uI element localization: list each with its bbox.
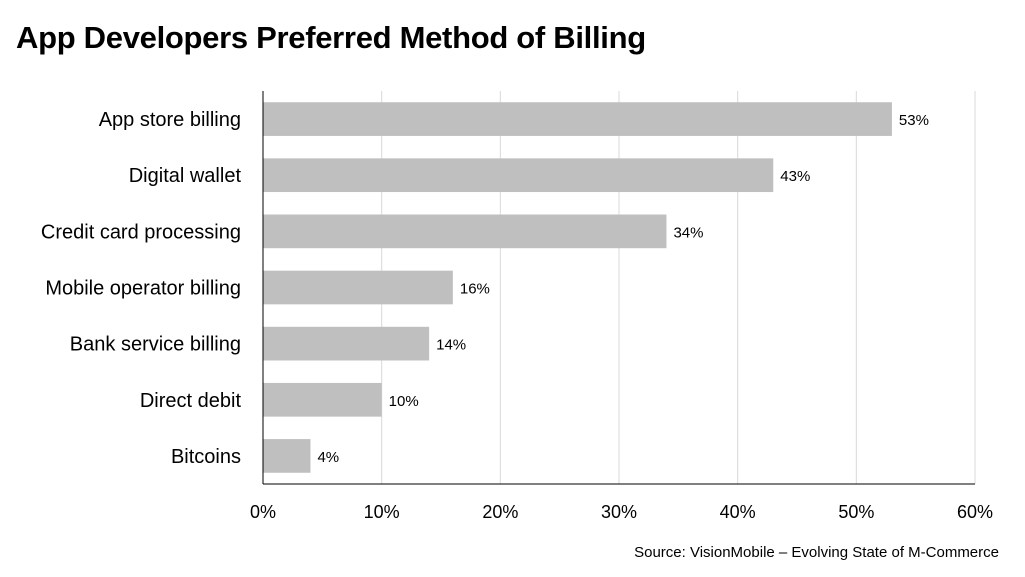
value-label-2: 34% bbox=[673, 224, 703, 241]
x-tick-label-6: 60% bbox=[957, 502, 993, 522]
x-tick-label-5: 50% bbox=[838, 502, 874, 522]
value-label-4: 14% bbox=[436, 337, 466, 354]
x-tick-label-4: 40% bbox=[720, 502, 756, 522]
chart-title: App Developers Preferred Method of Billi… bbox=[16, 20, 646, 55]
bar-2 bbox=[263, 214, 667, 249]
value-label-5: 10% bbox=[389, 393, 419, 410]
axes bbox=[262, 91, 975, 485]
category-label-2: Credit card processing bbox=[41, 221, 241, 243]
x-tick-label-2: 20% bbox=[482, 502, 518, 522]
category-label-4: Bank service billing bbox=[70, 334, 241, 356]
value-label-1: 43% bbox=[780, 168, 810, 185]
category-label-5: Direct debit bbox=[140, 390, 242, 412]
category-label-6: Bitcoins bbox=[171, 446, 241, 468]
value-label-3: 16% bbox=[460, 281, 490, 298]
bar-6 bbox=[263, 439, 311, 473]
value-label-0: 53% bbox=[899, 112, 929, 129]
bar-0 bbox=[263, 102, 892, 136]
bars bbox=[263, 102, 892, 473]
x-tick-label-3: 30% bbox=[601, 502, 637, 522]
category-label-3: Mobile operator billing bbox=[45, 278, 241, 300]
bar-4 bbox=[263, 326, 430, 361]
gridlines bbox=[381, 91, 976, 484]
x-tick-label-0: 0% bbox=[250, 502, 276, 522]
category-label-0: App store billing bbox=[99, 109, 241, 131]
bar-5 bbox=[263, 382, 382, 417]
labels: App store billing 53% Digital wallet 43% Cre… bbox=[41, 109, 993, 522]
bar-3 bbox=[263, 270, 453, 305]
value-label-6: 4% bbox=[317, 449, 339, 466]
source-note: Source: VisionMobile – Evolving State of… bbox=[634, 544, 999, 561]
bar-1 bbox=[263, 158, 774, 193]
x-tick-label-1: 10% bbox=[364, 502, 400, 522]
category-label-1: Digital wallet bbox=[129, 165, 242, 187]
